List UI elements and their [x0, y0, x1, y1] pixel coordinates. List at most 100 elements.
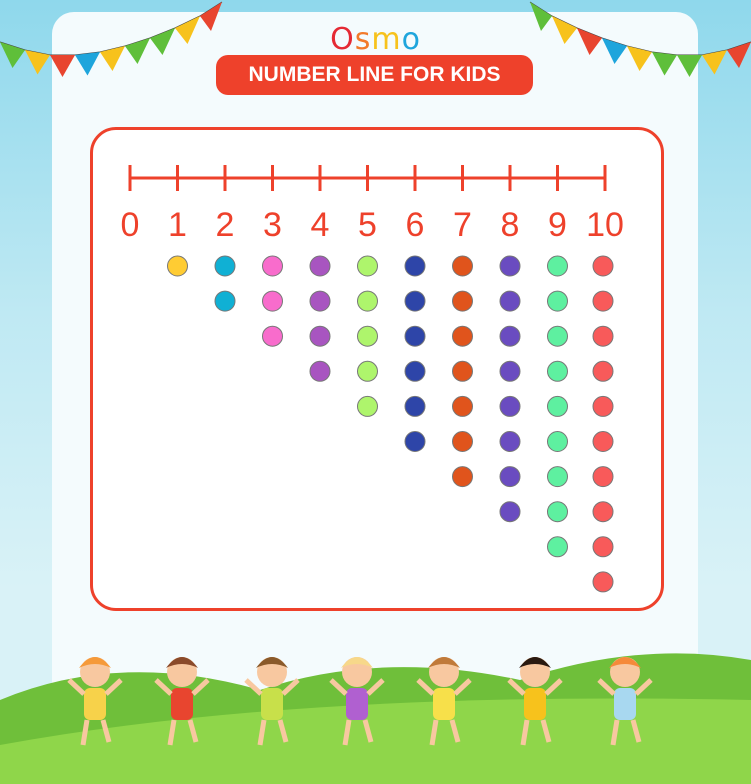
page-title: NUMBER LINE FOR KIDS [216, 55, 533, 95]
kid-arm [507, 678, 526, 696]
kid-hair [609, 657, 641, 668]
kid-leg [630, 719, 642, 743]
count-dot [592, 501, 614, 523]
bunting-flag [0, 42, 25, 68]
count-dot [404, 360, 426, 382]
count-dot [452, 395, 473, 417]
count-dot [499, 501, 521, 523]
count-dot [592, 360, 614, 382]
count-dot [357, 360, 378, 382]
bunting-flag [677, 55, 702, 77]
bunting-flag [25, 50, 50, 75]
tick-label: 1 [168, 206, 187, 244]
kid-leg [187, 719, 199, 743]
count-dot [452, 290, 473, 312]
tick-label: 0 [121, 206, 140, 244]
count-dot [309, 325, 331, 347]
tick-label: 10 [586, 206, 624, 244]
bunting-flag [530, 2, 552, 31]
bunting-flag [75, 52, 100, 76]
kid-arm [244, 678, 263, 696]
count-dot [404, 255, 426, 277]
kid-arm [453, 678, 472, 696]
tick-label: 7 [453, 206, 472, 244]
count-dot [499, 431, 521, 452]
tick-label: 3 [263, 206, 282, 244]
count-dot [452, 466, 473, 488]
kid-body [614, 688, 636, 720]
kid-arm [191, 678, 210, 696]
count-dot [262, 290, 283, 312]
kid-leg [540, 719, 552, 743]
kid-leg [277, 719, 289, 743]
count-dot [592, 255, 614, 277]
kid-leg [100, 719, 112, 743]
kid-leg [257, 719, 267, 746]
count-dot [309, 360, 331, 382]
bunting-flag [125, 38, 150, 64]
bunting-flag [100, 46, 125, 71]
count-dot [592, 536, 614, 558]
bunting-flag [200, 2, 222, 31]
kid-arm [154, 678, 173, 696]
count-dot [214, 290, 236, 312]
count-dot [547, 325, 568, 347]
count-dot [547, 501, 568, 523]
kid-hair [256, 657, 288, 668]
count-dot [357, 395, 378, 417]
count-dot [592, 466, 614, 488]
kid-leg [342, 719, 352, 746]
bunting-flag [552, 16, 577, 44]
kid-leg [167, 719, 177, 746]
count-dot [452, 325, 473, 347]
count-dot [357, 325, 378, 347]
tick-label: 5 [358, 206, 377, 244]
kid-hair [428, 657, 460, 668]
count-dot [309, 255, 331, 277]
logo-letter: m [371, 22, 402, 57]
count-dot [404, 290, 426, 312]
logo-letter: o [401, 22, 421, 57]
count-dot [404, 395, 426, 417]
kid-arm [329, 678, 348, 696]
count-dot [592, 431, 614, 452]
count-dot [404, 431, 426, 452]
kid-arm [281, 678, 300, 696]
kid-arm [104, 678, 123, 696]
count-dot [452, 360, 473, 382]
bunting-flag [702, 50, 727, 75]
count-dot [592, 395, 614, 417]
bunting-flag [150, 28, 175, 55]
kid-leg [362, 719, 374, 743]
logo-letter: s [354, 22, 372, 57]
count-dot [499, 325, 521, 347]
kid-leg [429, 719, 439, 746]
count-dot [547, 536, 568, 558]
count-dot [404, 325, 426, 347]
logo-letter: O [330, 22, 355, 57]
kid-body [171, 688, 193, 720]
bunting-flag [175, 16, 200, 44]
count-dot [452, 255, 473, 277]
kid-arm [366, 678, 385, 696]
bunting-flag [652, 52, 677, 76]
bunting-flag [627, 46, 652, 71]
count-dot [547, 395, 568, 417]
count-dot [499, 360, 521, 382]
kid-arm [416, 678, 435, 696]
kid-arm [634, 678, 653, 696]
count-dot [499, 290, 521, 312]
kid-arm [544, 678, 563, 696]
count-dot [262, 255, 283, 277]
count-dot [499, 255, 521, 277]
kid-hair [519, 657, 551, 668]
count-dot [499, 395, 521, 417]
kid-body [84, 688, 106, 720]
bunting-flag [602, 38, 627, 64]
count-dot [547, 360, 568, 382]
kid-leg [610, 719, 620, 746]
kid-arm [597, 678, 616, 696]
count-dot [592, 571, 614, 593]
tick-label: 6 [406, 206, 425, 244]
tick-label: 4 [311, 206, 330, 244]
